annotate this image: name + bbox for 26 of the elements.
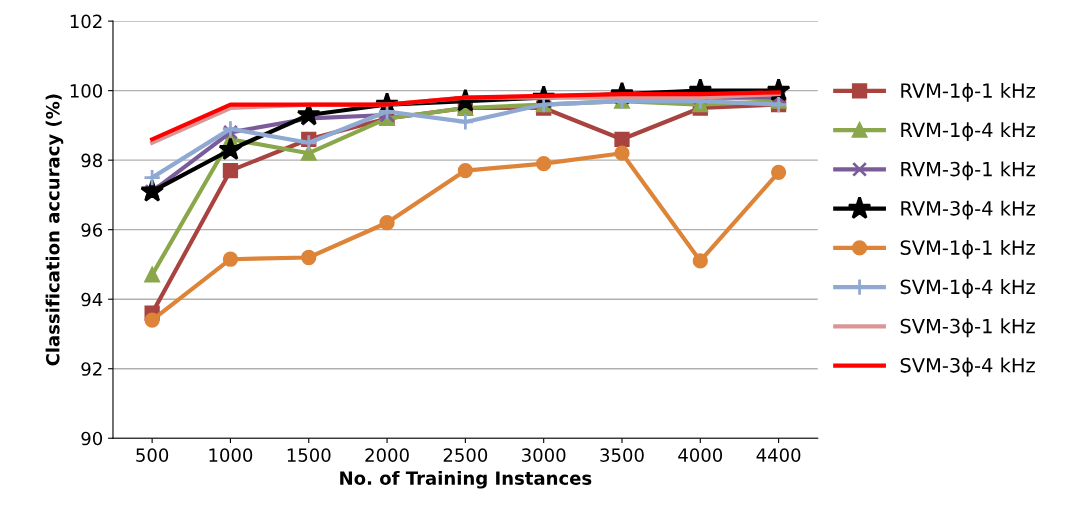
y-tick-label: 90 <box>81 431 103 446</box>
legend-label: RVM-1ϕ-4 kHz <box>901 122 1035 141</box>
legend-label: SVM-1ϕ-4 kHz <box>900 279 1035 298</box>
legend-label: SVM-3ϕ-4 kHz <box>900 357 1035 377</box>
x-tick-label: 1000 <box>209 448 253 462</box>
x-tick-label: 3500 <box>600 448 644 462</box>
y-tick-label: 98 <box>81 153 103 168</box>
x-tick-label: 2000 <box>365 448 409 462</box>
y-axis-title: Classification accuracy (%) <box>45 94 64 366</box>
x-tick-label: 2500 <box>443 448 488 462</box>
legend-label: RVM-3ϕ-4 kHz <box>901 200 1035 220</box>
legend-label: SVM-1ϕ-1 kHz <box>900 239 1035 259</box>
x-tick-label: 4400 <box>756 448 801 462</box>
x-tick-label: 500 <box>136 448 169 462</box>
x-tick-label: 3000 <box>522 448 566 462</box>
legend-label: SVM-3ϕ-1 kHz <box>900 318 1035 338</box>
y-tick-label: 102 <box>70 14 102 29</box>
y-tick-label: 96 <box>81 223 103 237</box>
x-tick-label: 1500 <box>287 448 331 462</box>
x-axis-title: No. of Training Instances <box>340 470 592 489</box>
y-tick-label: 94 <box>81 292 103 307</box>
legend-label: RVM-3ϕ-1 kHz <box>901 161 1035 181</box>
y-tick-label: 92 <box>81 362 102 376</box>
x-tick-label: 4000 <box>678 448 723 462</box>
y-tick-label: 100 <box>70 84 103 98</box>
legend-label: RVM-1ϕ-1 kHz <box>901 82 1035 102</box>
